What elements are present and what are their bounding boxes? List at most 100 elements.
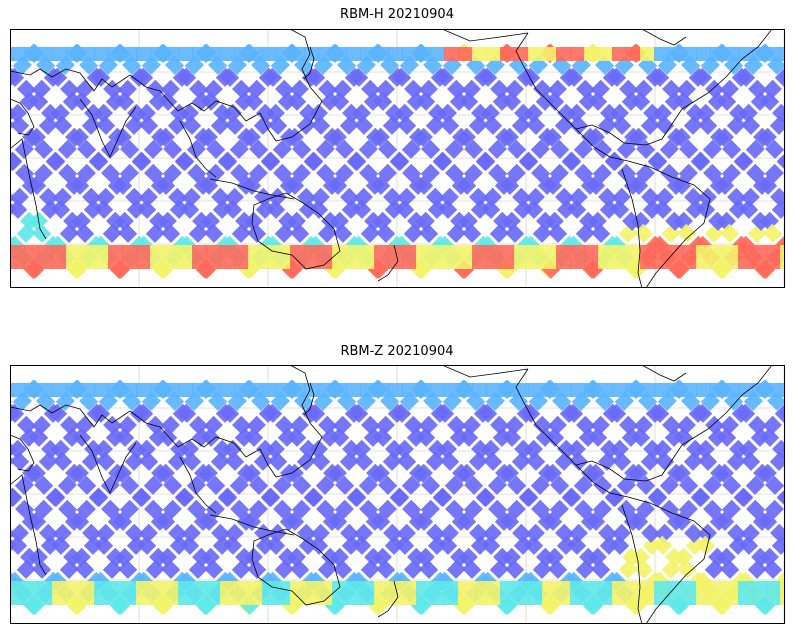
swath-cell xyxy=(151,463,171,483)
swath-cell-north xyxy=(766,383,781,397)
swath-cell-south xyxy=(374,581,389,605)
swath-cell xyxy=(428,439,448,459)
swath-cell xyxy=(275,79,295,99)
swath-cell-north xyxy=(24,47,39,61)
swath-cell xyxy=(333,223,353,243)
swath-cell xyxy=(500,511,520,531)
swath-cell xyxy=(113,175,133,195)
swath-cell-south xyxy=(654,245,669,269)
swath-cell xyxy=(679,139,699,159)
new-zealand-coast xyxy=(377,244,399,282)
swath-cell xyxy=(438,199,458,219)
swath-cell xyxy=(132,487,152,507)
swath-cell xyxy=(220,403,240,423)
swath-cell-south xyxy=(598,581,613,605)
swath-cell xyxy=(445,499,465,519)
swath-cell xyxy=(306,67,326,87)
swath-cell-north xyxy=(360,47,375,61)
swath-cell xyxy=(557,439,577,459)
north-america-coast xyxy=(515,368,611,494)
swath-cell xyxy=(41,439,61,459)
swath-cell-north xyxy=(724,383,739,397)
swath-cell xyxy=(698,451,718,471)
swath-cell xyxy=(677,559,697,579)
swath-cell-north xyxy=(150,383,165,397)
swath-cell xyxy=(421,475,441,495)
swath-cell xyxy=(447,415,467,435)
swath-cell-north xyxy=(640,383,655,397)
swath-cell-north xyxy=(584,383,599,397)
swath-cell xyxy=(237,127,257,147)
swath-cell xyxy=(120,139,140,159)
japan-coast xyxy=(303,382,315,416)
swath-cell xyxy=(717,91,737,111)
swath-cell xyxy=(600,439,620,459)
swath-cell-south xyxy=(52,245,67,269)
swath-cell-north xyxy=(304,383,319,397)
swath-cell xyxy=(728,199,748,219)
swath-cell xyxy=(710,463,730,483)
swath-cell xyxy=(181,187,201,207)
swath-cell xyxy=(536,547,556,567)
swath-cell-south xyxy=(346,581,361,605)
swath-cell-north xyxy=(598,47,613,61)
swath-cell xyxy=(686,439,706,459)
swath-cell xyxy=(358,139,378,159)
swath-cell xyxy=(330,427,350,447)
swath-cell xyxy=(225,115,245,135)
swath-cell xyxy=(180,199,200,219)
swath-cell xyxy=(316,499,336,519)
swath-cell xyxy=(51,199,71,219)
swath-cell xyxy=(741,451,761,471)
swath-cell xyxy=(75,559,95,579)
swath-cell xyxy=(677,223,697,243)
swath-cell xyxy=(383,523,403,543)
swath-cell xyxy=(392,67,412,87)
swath-cell-north xyxy=(38,383,53,397)
arabia-coast xyxy=(10,434,35,472)
swath-cell xyxy=(354,115,374,135)
swath-cell xyxy=(290,223,310,243)
panel-title-rbm-z: RBM-Z 20210904 xyxy=(340,344,454,359)
swath-cell xyxy=(352,535,372,555)
swath-cell xyxy=(213,103,233,123)
swath-cell-south xyxy=(626,581,641,605)
swath-cell xyxy=(70,175,90,195)
swath-cell xyxy=(40,535,60,555)
swath-cell xyxy=(576,79,596,99)
swath-cell xyxy=(161,223,181,243)
swath-cell xyxy=(333,559,353,579)
swath-cell xyxy=(82,523,102,543)
swath-cell-north xyxy=(738,47,753,61)
swath-cell xyxy=(132,151,152,171)
swath-cell xyxy=(622,211,642,231)
swath-cell-south xyxy=(780,245,785,269)
swath-cell xyxy=(763,559,783,579)
swath-cell xyxy=(118,559,138,579)
indonesia-coast xyxy=(209,178,295,200)
swath-cell xyxy=(46,151,66,171)
swath-cell xyxy=(175,487,195,507)
swath-cell xyxy=(156,175,176,195)
swath-cell xyxy=(177,403,197,423)
swath-cell xyxy=(665,211,685,231)
swath-cell xyxy=(126,199,146,219)
swath-cell-north xyxy=(262,383,277,397)
swath-cell xyxy=(113,511,133,531)
swath-cell-north xyxy=(374,383,389,397)
swath-cell-south xyxy=(360,245,375,269)
swath-cell xyxy=(189,415,209,435)
swath-cell xyxy=(555,523,575,543)
swath-cell xyxy=(450,211,470,231)
swath-cell xyxy=(579,547,599,567)
swath-cell xyxy=(213,439,233,459)
swath-cell xyxy=(83,199,103,219)
swath-cell xyxy=(341,535,361,555)
africa-coast xyxy=(10,474,47,576)
swath-cell xyxy=(10,67,25,87)
swath-cell xyxy=(643,439,663,459)
swath-cell xyxy=(143,139,163,159)
swath-cell-south xyxy=(724,245,739,269)
swath-cell-north xyxy=(220,47,235,61)
swath-cell xyxy=(96,451,116,471)
